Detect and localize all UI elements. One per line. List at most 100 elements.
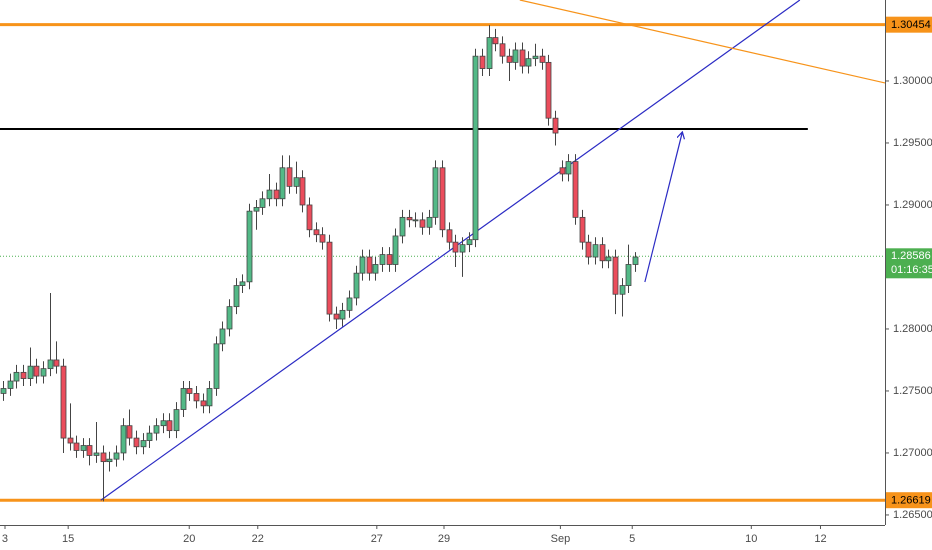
candle-body xyxy=(233,285,240,308)
candle-body xyxy=(173,409,180,432)
candle-body xyxy=(279,167,286,200)
candle-body xyxy=(479,55,486,69)
candle-body xyxy=(419,219,426,228)
candle-body xyxy=(592,244,599,258)
x-tick-label: Sep xyxy=(551,533,571,545)
y-tick-label: 1.27500 xyxy=(893,385,932,397)
candle-body xyxy=(0,388,7,394)
x-tick-label: 22 xyxy=(252,533,264,545)
candle-body xyxy=(532,55,539,60)
candle-body xyxy=(372,264,379,274)
x-tick-label: 20 xyxy=(183,533,195,545)
candle-body xyxy=(426,216,433,228)
y-tick-label: 1.30000 xyxy=(893,75,932,87)
y-tick-label: 1.29500 xyxy=(893,137,932,149)
candle-body xyxy=(565,161,572,175)
x-tick-label: 12 xyxy=(814,533,826,545)
candle-body xyxy=(186,388,193,394)
candle-body xyxy=(339,309,346,320)
candle-body xyxy=(60,365,67,439)
candle-body xyxy=(27,365,34,379)
candle-body xyxy=(612,256,619,295)
level-label: 1.30454 xyxy=(891,19,931,31)
candle-body xyxy=(53,359,60,367)
candle-body xyxy=(545,61,552,119)
candle-body xyxy=(313,229,320,236)
candle-body xyxy=(386,254,393,265)
candle-body xyxy=(552,117,559,134)
candle-body xyxy=(253,207,260,212)
candle-body xyxy=(286,167,293,187)
candle-body xyxy=(266,189,273,200)
countdown-label: 01:16:35 xyxy=(891,264,932,276)
candle-body xyxy=(412,219,419,222)
candle-body xyxy=(319,234,326,243)
y-tick-label: 1.28000 xyxy=(893,323,932,335)
candle-body xyxy=(492,37,499,45)
candle-body xyxy=(100,452,107,463)
candle-body xyxy=(506,55,513,63)
candle-body xyxy=(619,285,626,295)
candle-body xyxy=(379,254,386,265)
candle-body xyxy=(133,437,140,448)
candle-body xyxy=(452,241,459,253)
current-price-badge xyxy=(886,248,932,279)
candle-body xyxy=(632,256,639,265)
candle-body xyxy=(512,49,519,63)
candle-body xyxy=(273,189,280,200)
candle-body xyxy=(73,442,80,451)
candle-body xyxy=(346,297,353,311)
candle-body xyxy=(166,420,173,432)
candle-body xyxy=(605,256,612,262)
candle-body xyxy=(572,161,579,218)
candle-body xyxy=(625,264,632,286)
candle-body xyxy=(472,55,479,241)
candle-body xyxy=(13,371,20,382)
candle-body xyxy=(126,425,133,439)
candle-body xyxy=(226,306,233,330)
x-tick-label: 29 xyxy=(438,533,450,545)
candle-body xyxy=(193,393,200,402)
candle-body xyxy=(67,437,74,444)
candle-body xyxy=(33,365,40,377)
candle-body xyxy=(539,55,546,63)
candle-body xyxy=(299,177,306,206)
candle-body xyxy=(213,343,220,389)
candle-body xyxy=(406,216,413,221)
candle-body xyxy=(200,400,207,407)
candle-body xyxy=(519,49,526,67)
candle-body xyxy=(439,167,446,231)
candle-body xyxy=(219,328,226,345)
candle-body xyxy=(86,445,93,456)
candle-body xyxy=(399,216,406,237)
candle-body xyxy=(40,368,47,377)
candle-body xyxy=(239,281,246,286)
candle-body xyxy=(153,425,160,434)
level-label: 1.26619 xyxy=(891,495,931,507)
candle-body xyxy=(106,458,113,463)
candle-body xyxy=(160,420,167,427)
y-tick-label: 1.26500 xyxy=(893,509,932,521)
level-badge xyxy=(886,16,932,33)
candle-body xyxy=(432,167,439,218)
candle-body xyxy=(7,380,14,389)
y-tick-label: 1.29000 xyxy=(893,199,932,211)
current-price-label: 1.28586 xyxy=(891,250,931,262)
candle-body xyxy=(486,37,493,69)
candle-body xyxy=(466,239,473,246)
candle-body xyxy=(326,241,333,315)
candle-body xyxy=(20,371,27,379)
candle-body xyxy=(585,241,592,258)
candle-body xyxy=(113,452,120,460)
candle-body xyxy=(366,256,373,274)
trendline xyxy=(100,0,801,501)
arrow xyxy=(644,133,682,283)
candle-body xyxy=(499,43,506,57)
candle-body xyxy=(246,210,253,283)
candle-body xyxy=(259,198,266,208)
level-badge xyxy=(886,492,932,509)
x-tick-label: 15 xyxy=(62,533,74,545)
candle-body xyxy=(599,244,606,262)
candle-body xyxy=(146,432,153,441)
